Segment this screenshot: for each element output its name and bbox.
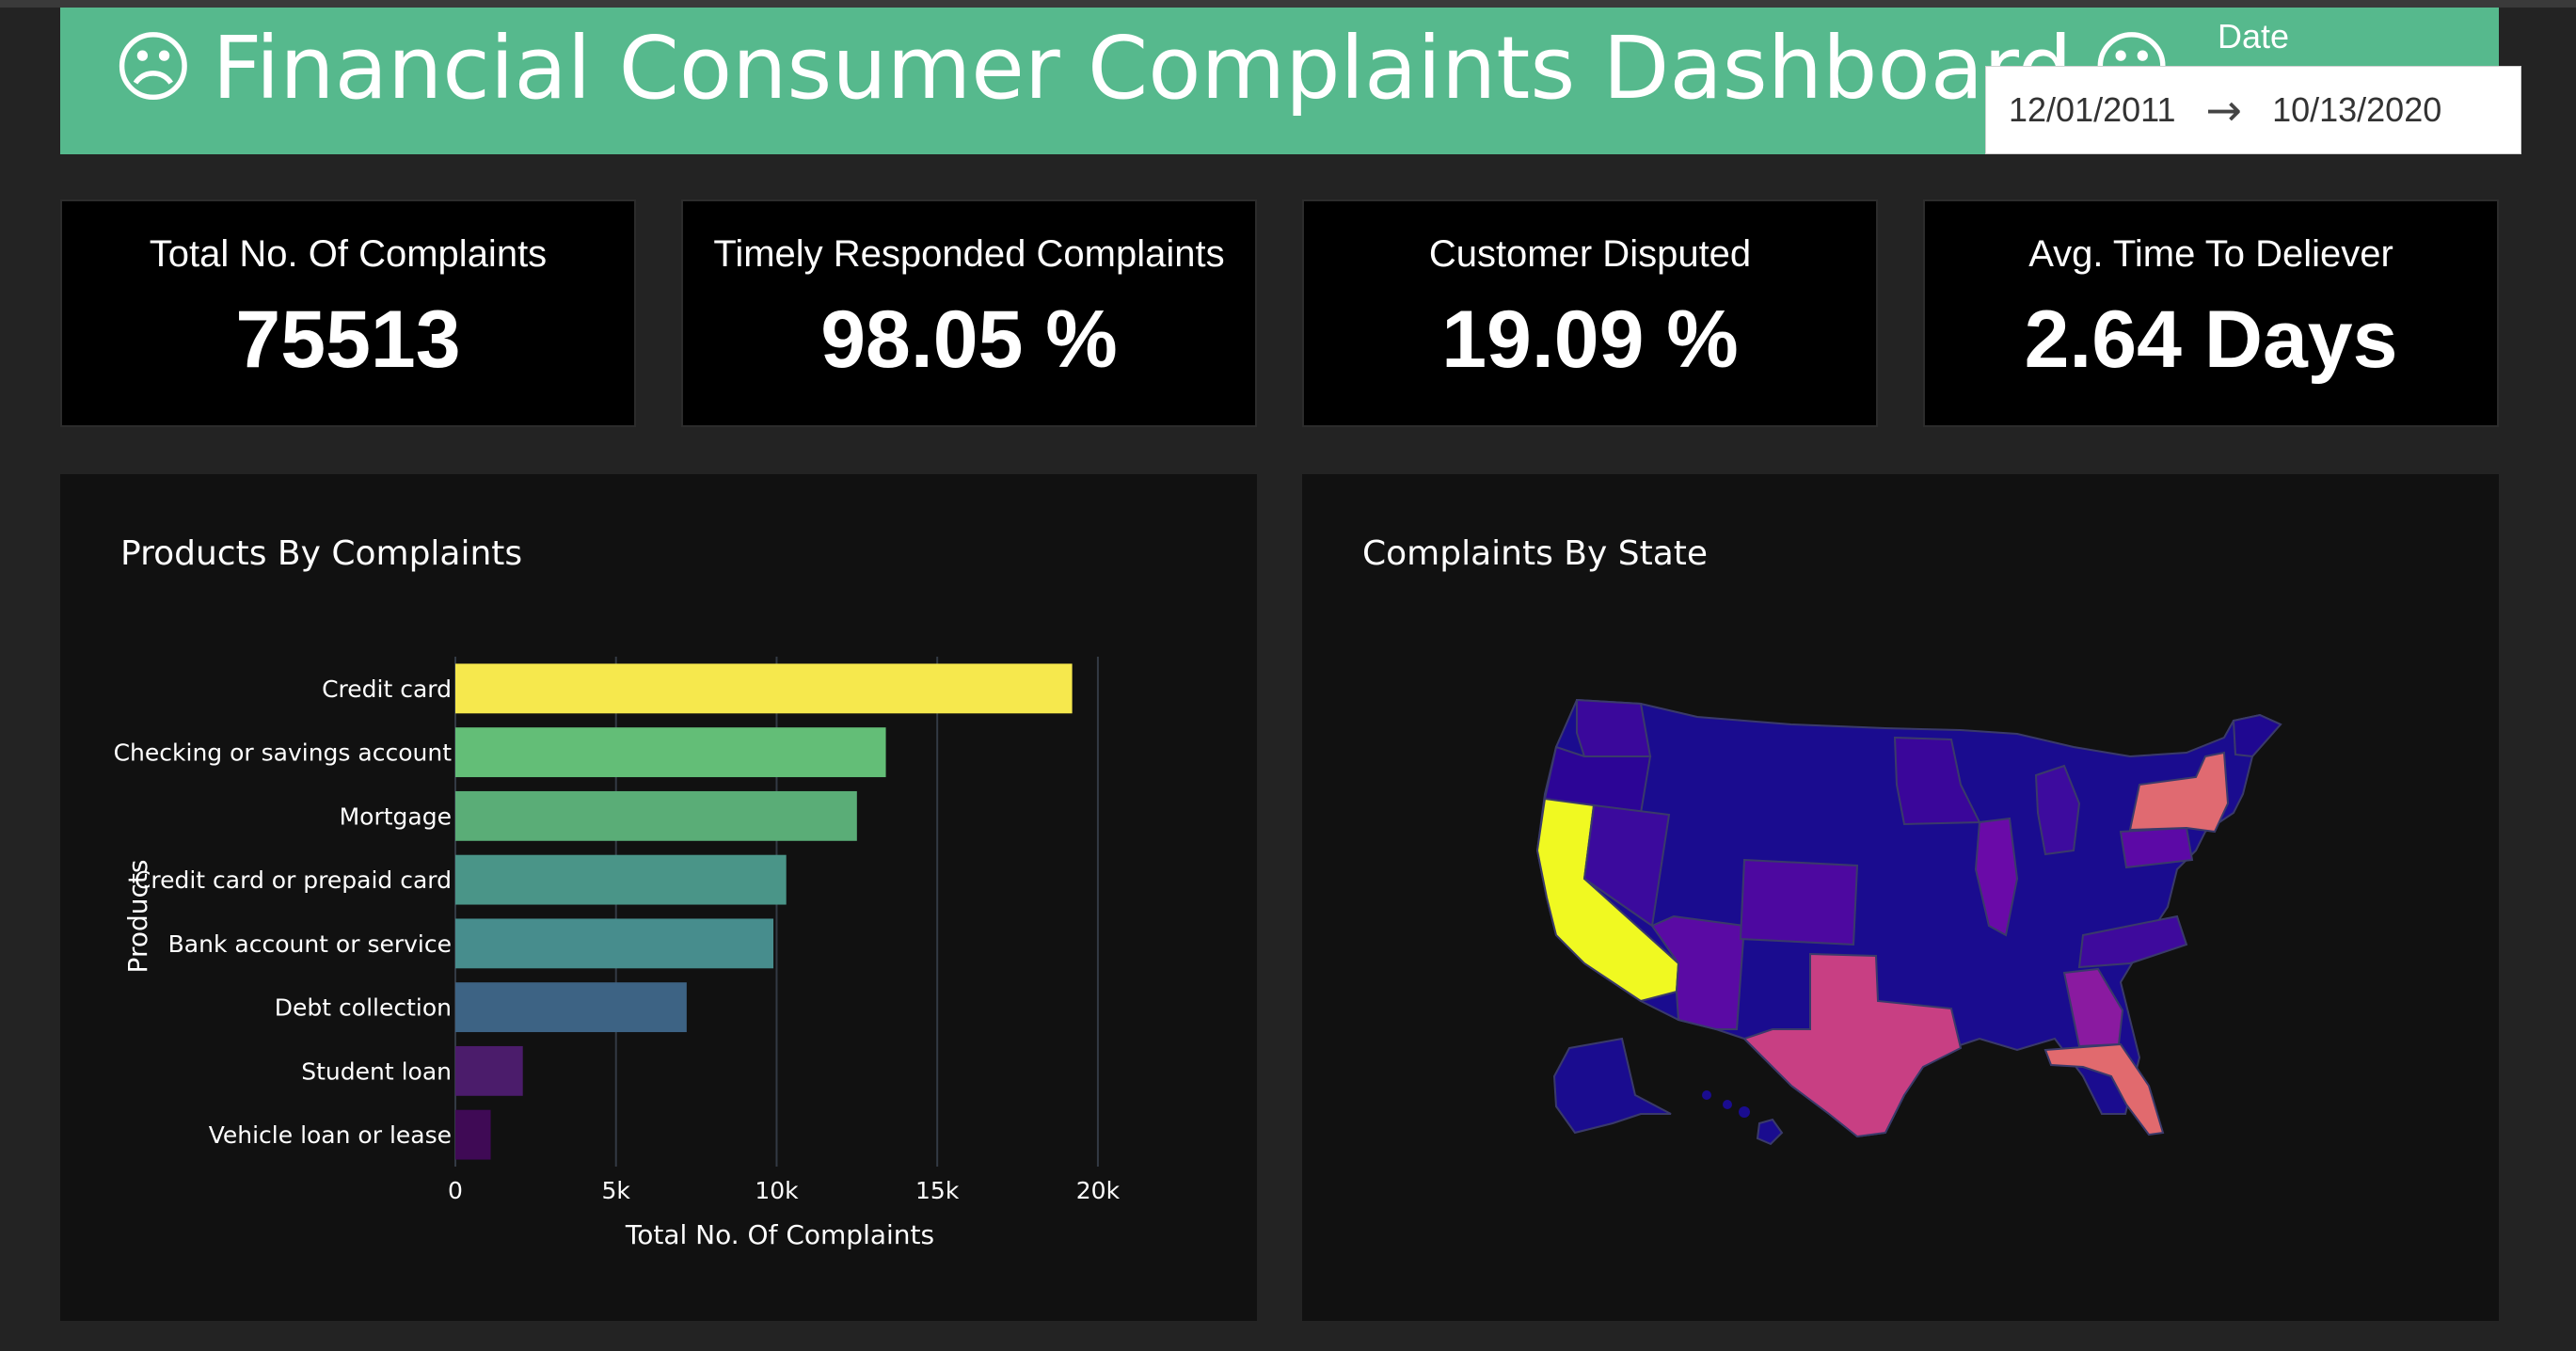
kpi-value: 2.64 Days: [2024, 294, 2398, 385]
map-state-hawaii: [1756, 1118, 1784, 1146]
category-label: Mortgage: [340, 803, 452, 830]
sad-face-icon: ☹: [113, 23, 194, 113]
kpi-label: Avg. Time To Deliever: [2028, 233, 2393, 275]
bar[interactable]: [455, 982, 687, 1033]
kpi-label: Customer Disputed: [1428, 233, 1752, 275]
kpi-value: 75513: [235, 294, 461, 385]
kpi-card-timely-responded: Timely Responded Complaints 98.05 %: [681, 199, 1257, 427]
map-state-florida: [2043, 1042, 2165, 1136]
map-state-colorado: [1739, 858, 1859, 946]
bar[interactable]: [455, 663, 1073, 714]
us-choropleth-map[interactable]: [1302, 474, 2499, 1321]
date-label: Date: [2217, 17, 2290, 56]
bar[interactable]: [455, 790, 857, 841]
map-island-hawaii-1: [1702, 1090, 1711, 1100]
arrow-right-icon: →: [2205, 85, 2243, 135]
map-state-new-york: [2128, 751, 2230, 834]
products-chart-panel: Products By Complaints Credit card Checki…: [60, 474, 1257, 1321]
x-tick-labels: 0 5k 10k 15k 20k: [448, 1177, 1121, 1204]
bar[interactable]: [455, 727, 886, 778]
category-labels: Credit card Checking or savings account Mo…: [114, 676, 453, 1149]
kpi-label: Timely Responded Complaints: [713, 233, 1225, 275]
y-axis-title: Products: [122, 860, 153, 974]
map-state-washington: [1576, 698, 1652, 757]
bar[interactable]: [455, 1109, 491, 1160]
category-label: Student loan: [301, 1057, 452, 1085]
kpi-value: 19.09 %: [1441, 294, 1739, 385]
page-title: ☹ Financial Consumer Complaints Dashboar…: [94, 11, 2190, 124]
window-top-edge: [0, 0, 2576, 8]
chart-bars: [455, 663, 1073, 1160]
x-tick-label: 10k: [755, 1177, 799, 1204]
page-title-text: Financial Consumer Complaints Dashboard: [212, 17, 2073, 119]
map-state-arizona: [1650, 914, 1746, 1030]
map-state-minnesota: [1893, 736, 1981, 826]
map-state-north-carolina: [2077, 914, 2188, 969]
date-range-picker[interactable]: 12/01/2011 → 10/13/2020: [1985, 66, 2521, 154]
x-tick-label: 15k: [915, 1177, 960, 1204]
dashboard-header: ☹ Financial Consumer Complaints Dashboar…: [60, 8, 2521, 154]
bar[interactable]: [455, 918, 774, 969]
start-date-input[interactable]: 12/01/2011: [2009, 90, 2176, 129]
map-island-hawaii-2: [1723, 1100, 1732, 1109]
map-state-texas: [1742, 952, 1963, 1138]
x-tick-label: 5k: [602, 1177, 631, 1204]
map-state-michigan: [2034, 764, 2081, 856]
x-tick-label: 20k: [1076, 1177, 1121, 1204]
map-state-oregon: [1543, 745, 1652, 815]
category-label: Checking or savings account: [114, 739, 453, 767]
x-tick-label: 0: [448, 1177, 463, 1204]
category-label: Debt collection: [275, 994, 452, 1022]
bar[interactable]: [455, 854, 787, 905]
kpi-card-customer-disputed: Customer Disputed 19.09 %: [1302, 199, 1878, 427]
kpi-card-total-complaints: Total No. Of Complaints 75513: [60, 199, 636, 427]
map-state-maine: [2232, 713, 2282, 758]
end-date-input[interactable]: 10/13/2020: [2272, 90, 2442, 129]
kpi-value: 98.05 %: [820, 294, 1118, 385]
map-state-pennsylvania: [2119, 826, 2194, 869]
chart-title: Products By Complaints: [120, 534, 523, 573]
map-state-alaska: [1552, 1037, 1672, 1135]
state-map-panel: Complaints By State: [1302, 474, 2499, 1321]
products-bar-chart[interactable]: Credit card Checking or savings account Mo…: [60, 474, 1257, 1321]
category-label: Credit card: [322, 676, 452, 703]
map-state-georgia: [2062, 967, 2124, 1048]
x-axis-title: Total No. Of Complaints: [625, 1219, 934, 1250]
kpi-card-avg-time: Avg. Time To Deliever 2.64 Days: [1923, 199, 2499, 427]
category-label: Bank account or service: [168, 930, 452, 958]
map-title: Complaints By State: [1362, 534, 1709, 573]
map-island-hawaii-3: [1739, 1106, 1750, 1118]
category-label: Credit card or prepaid card: [135, 866, 452, 894]
map-state-illinois: [1974, 817, 2019, 937]
bar[interactable]: [455, 1045, 523, 1096]
kpi-label: Total No. Of Complaints: [149, 233, 548, 275]
category-label: Vehicle loan or lease: [209, 1121, 452, 1149]
